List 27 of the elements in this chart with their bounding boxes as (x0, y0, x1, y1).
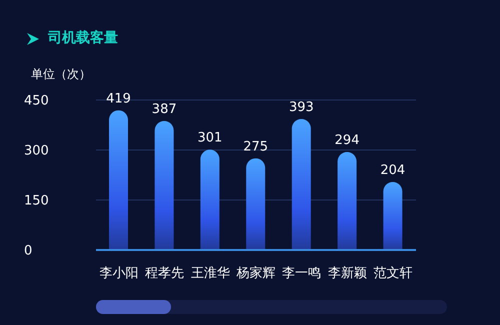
y-tick-label: 0 (24, 244, 32, 259)
x-tick-label: 李新颖 (328, 266, 367, 282)
y-tick-label: 300 (24, 144, 49, 159)
bar (292, 119, 311, 250)
data-label: 204 (380, 163, 406, 178)
x-tick-label: 范文轩 (374, 266, 413, 282)
y-tick-label: 450 (24, 94, 49, 109)
x-tick-label: 杨家辉 (236, 265, 276, 282)
y-tick-label: 150 (24, 194, 49, 209)
bar (200, 150, 220, 250)
data-label: 419 (106, 91, 131, 106)
x-tick-label: 王淮华 (190, 266, 230, 282)
y-axis-title: 单位（次） (31, 66, 91, 83)
bar (338, 152, 357, 250)
data-label: 393 (288, 100, 314, 115)
chart-title: 司机载客量 (48, 29, 118, 47)
x-tick-label: 李一鸣 (282, 266, 322, 282)
x-tick-label: 李小阳 (99, 266, 138, 282)
data-label: 275 (243, 139, 268, 154)
bar (383, 182, 402, 250)
bar (154, 121, 174, 250)
data-label: 301 (198, 130, 222, 146)
data-label: 387 (152, 102, 177, 117)
data-label: 294 (334, 133, 360, 148)
bar (109, 110, 128, 250)
x-tick-label: 程孝先 (145, 266, 184, 282)
bar (246, 158, 266, 250)
